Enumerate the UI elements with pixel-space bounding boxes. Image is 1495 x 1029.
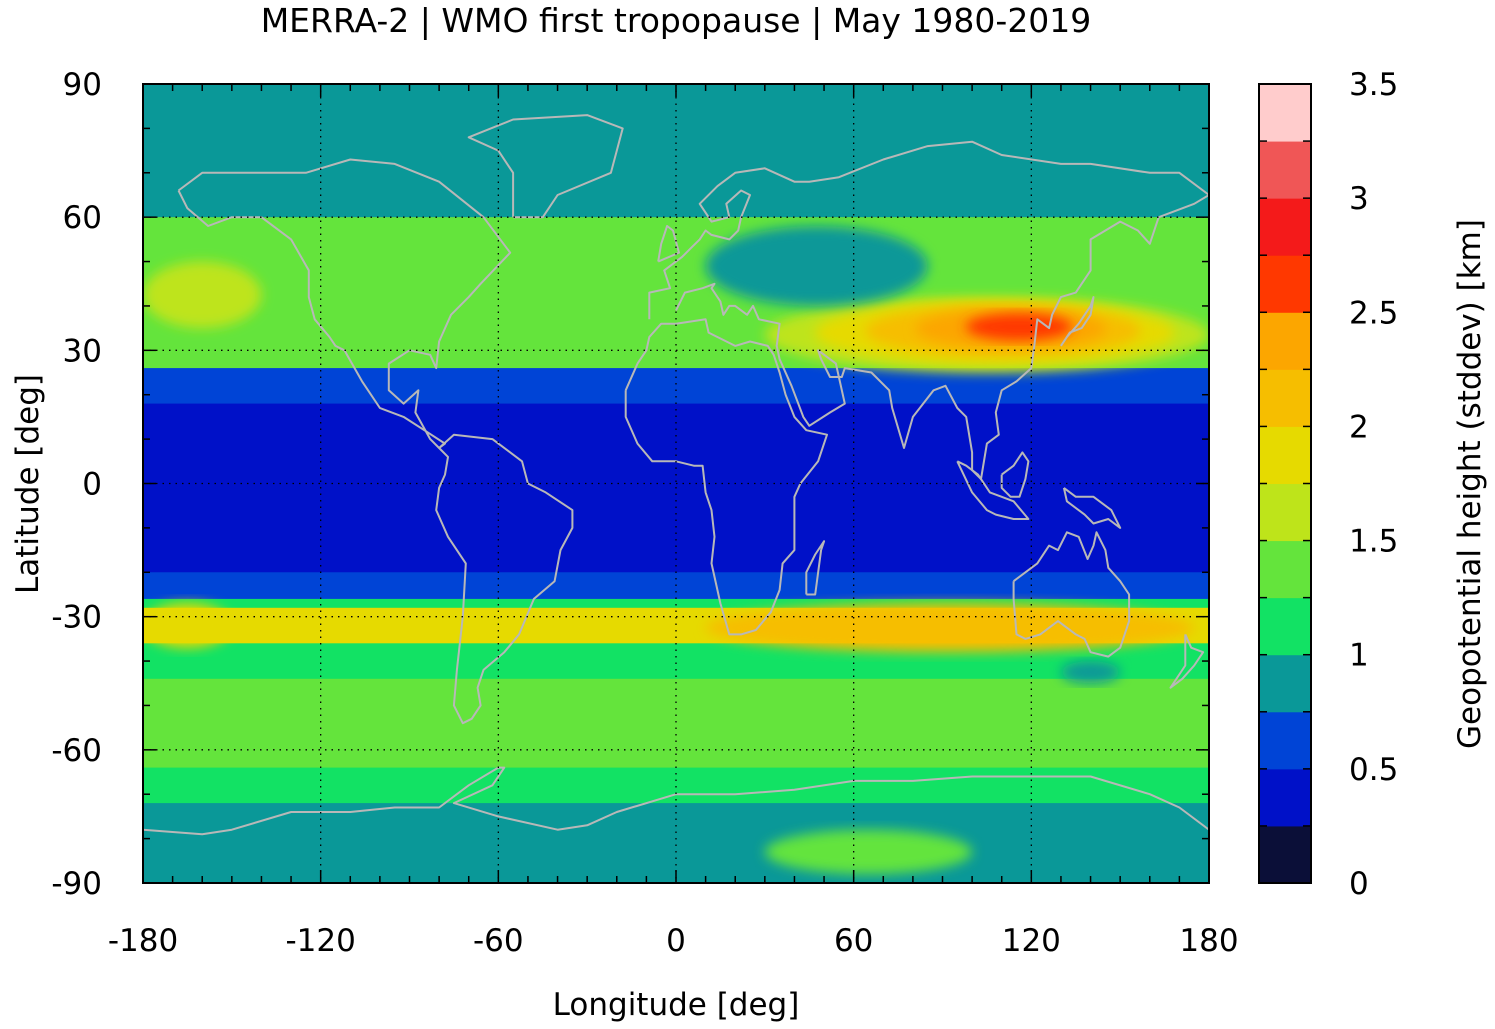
colorbar-swatch xyxy=(1259,825,1311,884)
colorbar-swatch xyxy=(1259,312,1311,370)
coastline xyxy=(805,540,826,596)
coastline xyxy=(177,158,512,449)
y-tick-label: -60 xyxy=(51,733,102,769)
colorbar-swatch xyxy=(1259,426,1311,484)
coastline xyxy=(624,318,828,636)
colorbar-swatch xyxy=(1259,255,1311,313)
heatmap-region xyxy=(143,261,262,329)
colorbar-swatch xyxy=(1259,369,1311,427)
heatmap-band xyxy=(143,368,1209,405)
coastline xyxy=(1012,531,1131,658)
heatmap-band xyxy=(143,678,1209,769)
coastline xyxy=(1060,296,1095,347)
heatmap-region xyxy=(764,829,973,875)
x-tick-label: 60 xyxy=(834,923,873,959)
y-tick-label: 90 xyxy=(63,67,102,103)
chart-title: MERRA-2 | WMO first tropopause | May 198… xyxy=(261,1,1092,40)
colorbar-swatch xyxy=(1259,711,1311,770)
coastline xyxy=(467,114,624,219)
heatmap-region xyxy=(965,313,1073,341)
colorbar-tick-label: 1.5 xyxy=(1349,524,1398,560)
coastline xyxy=(956,460,1030,520)
coastline xyxy=(1169,633,1205,689)
y-tick-label: -90 xyxy=(51,866,102,902)
heatmap-band xyxy=(143,598,1209,609)
heatmap-region xyxy=(705,226,928,306)
coastline xyxy=(1000,451,1030,498)
colorbar-swatch xyxy=(1259,483,1311,542)
y-axis-title: Latitude [deg] xyxy=(10,374,46,594)
colorbar-swatch xyxy=(1259,654,1311,713)
y-axis: 90 60 30 0 -30 -60 -90 xyxy=(51,67,1209,902)
colorbar-tick-label: 2 xyxy=(1349,409,1369,445)
colorbar-tick-label: 0 xyxy=(1349,866,1369,902)
coastline xyxy=(1062,487,1122,529)
x-tick-label: -180 xyxy=(108,923,178,959)
heatmap-region xyxy=(143,603,232,648)
colorbar-swatch xyxy=(1259,540,1311,599)
colorbar-tick-label: 3 xyxy=(1349,181,1369,217)
y-tick-label: -30 xyxy=(51,600,102,636)
x-tick-label: 120 xyxy=(1002,923,1061,959)
colorbar-swatch xyxy=(1259,768,1311,827)
x-axis: -180 -120 -60 0 60 120 180 xyxy=(108,84,1239,959)
coastline xyxy=(675,194,1209,481)
y-tick-label: 60 xyxy=(63,200,102,236)
heatmap-band xyxy=(143,803,1209,883)
coastline xyxy=(648,140,1209,320)
heatmap-region xyxy=(1060,661,1121,684)
coastline-overlay xyxy=(143,114,1209,836)
colorbar-swatch xyxy=(1259,84,1311,142)
coastline xyxy=(143,766,1209,836)
coastline xyxy=(435,433,574,725)
colorbar-tick-label: 3.5 xyxy=(1349,67,1398,103)
colorbar-tick-label: 2.5 xyxy=(1349,295,1398,331)
y-tick-label: 30 xyxy=(63,333,102,369)
y-tick-label: 0 xyxy=(82,467,102,503)
x-tick-label: 0 xyxy=(666,923,686,959)
x-tick-label: -60 xyxy=(473,923,524,959)
x-tick-label: -120 xyxy=(285,923,355,959)
x-axis-title: Longitude [deg] xyxy=(553,987,800,1023)
colorbar-swatch xyxy=(1259,597,1311,656)
heatmap-region xyxy=(705,603,1195,653)
colorbar-tick-label: 0.5 xyxy=(1349,752,1398,788)
colorbar-swatch xyxy=(1259,141,1311,199)
colorbar-swatch xyxy=(1259,198,1311,256)
colorbar-title: Geopotential height (stddev) [km] xyxy=(1452,219,1488,749)
colorbar xyxy=(1259,84,1311,884)
gridlines xyxy=(143,84,1209,883)
colorbar-ticks: 0 0.5 1 1.5 2 2.5 3 3.5 xyxy=(1259,67,1398,902)
x-tick-label: 180 xyxy=(1179,923,1238,959)
colorbar-tick-label: 1 xyxy=(1349,638,1369,674)
